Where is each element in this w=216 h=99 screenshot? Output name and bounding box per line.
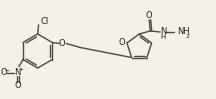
Text: NH: NH [177, 27, 190, 36]
Text: Cl: Cl [41, 17, 49, 26]
Text: N: N [160, 27, 166, 36]
Text: O: O [15, 81, 21, 90]
Text: 2: 2 [185, 34, 189, 39]
Text: O: O [59, 39, 66, 48]
Text: O: O [146, 11, 152, 20]
Text: O: O [118, 39, 125, 48]
Text: H: H [160, 34, 166, 40]
Text: +: + [18, 67, 23, 72]
Text: −: − [4, 67, 10, 72]
Text: O: O [1, 68, 7, 77]
Text: N: N [14, 68, 20, 77]
